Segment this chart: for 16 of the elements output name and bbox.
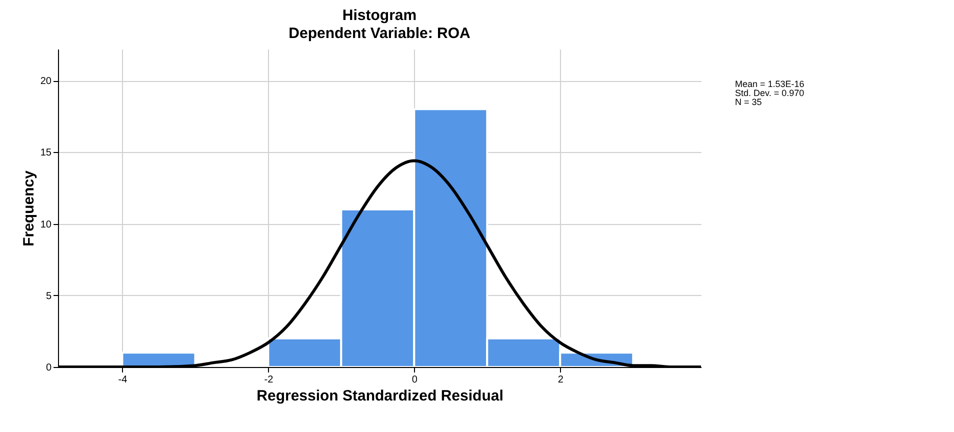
- chart-subtitle: Dependent Variable: ROA: [288, 25, 471, 42]
- x-tick-label: -4: [118, 374, 128, 386]
- y-tick-label: 5: [46, 290, 52, 302]
- x-tick-label: -2: [264, 374, 274, 386]
- chart-title: Histogram: [342, 7, 417, 24]
- y-tick-label: 10: [40, 219, 52, 230]
- text: Std. Dev. = 0.970: [735, 88, 804, 98]
- text: Mean = 1.53E-16: [735, 79, 804, 89]
- y-tick-label: 0: [46, 362, 52, 374]
- text: N = 35: [735, 97, 763, 107]
- y-axis-title: Frequency: [20, 170, 38, 246]
- x-axis-title: Regression Standardized Residual: [256, 388, 504, 404]
- x-tick-label: 0: [412, 374, 418, 386]
- y-tick-label: 20: [40, 76, 52, 88]
- y-tick-label: 15: [40, 148, 52, 159]
- x-tick-label: 2: [558, 374, 564, 386]
